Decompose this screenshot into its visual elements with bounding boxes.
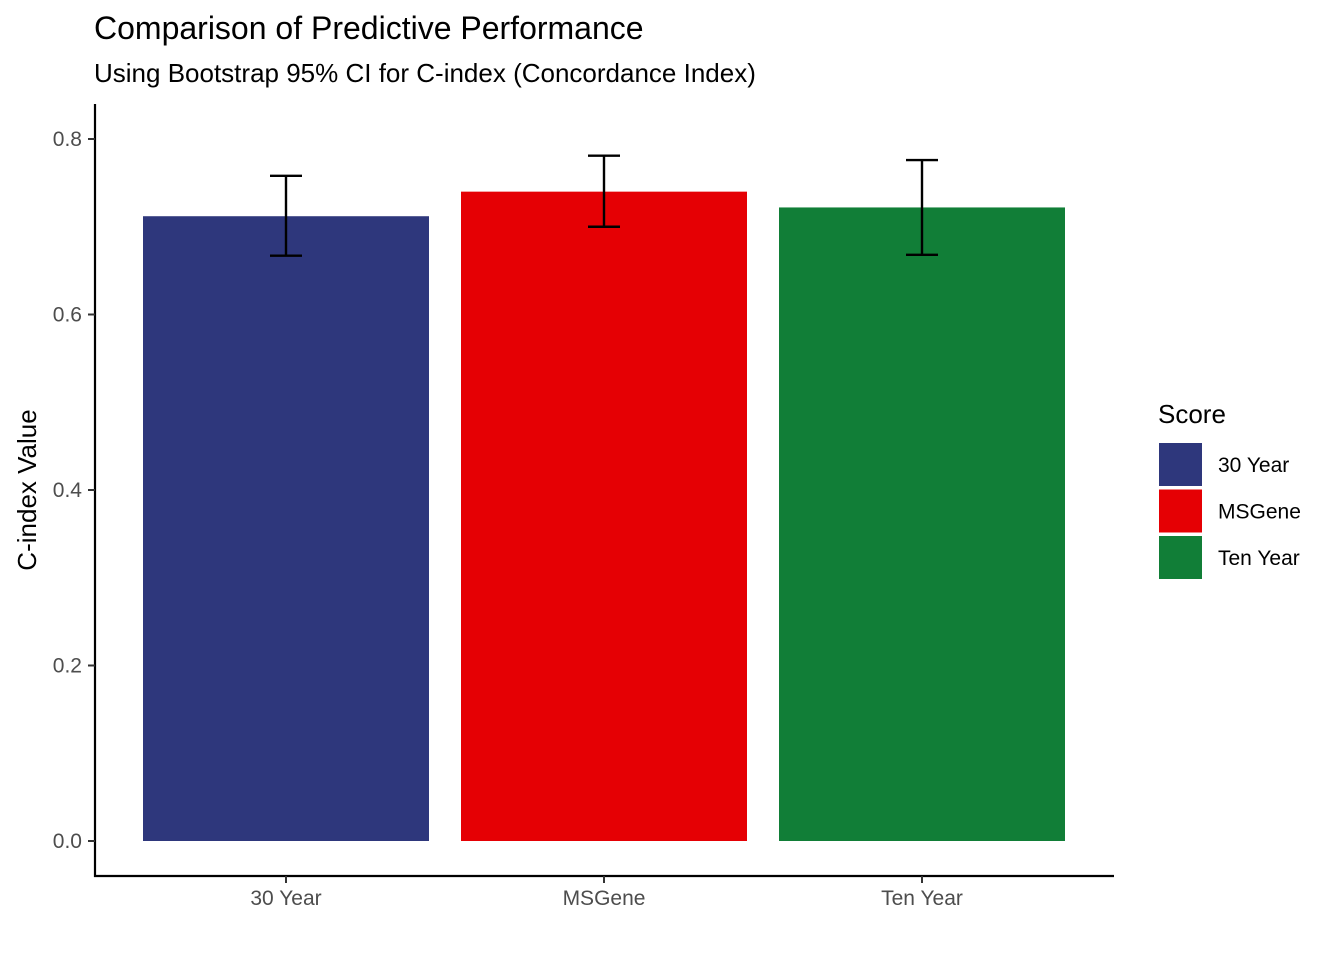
legend-swatch	[1159, 489, 1202, 533]
chart-subtitle: Using Bootstrap 95% CI for C-index (Conc…	[94, 58, 756, 88]
x-tick-label: Ten Year	[881, 887, 963, 910]
legend-swatch	[1159, 536, 1202, 579]
legend-title: Score	[1158, 399, 1226, 429]
bar	[143, 216, 429, 842]
legend-label: MSGene	[1218, 501, 1301, 524]
x-tick-label: 30 Year	[250, 887, 321, 910]
bar	[461, 191, 747, 841]
legend-swatch	[1159, 443, 1202, 486]
y-tick-label: 0.0	[53, 830, 82, 853]
error-bar	[270, 174, 302, 257]
error-bar	[588, 154, 620, 228]
axes: 0.0 0.2 0.4 0.6 0.8 30 Year MSGene Ten Year	[53, 104, 1114, 910]
plot-area	[143, 154, 1065, 842]
x-tick-label: MSGene	[563, 887, 646, 910]
y-axis-title: C-index Value	[12, 409, 42, 570]
chart-title: Comparison of Predictive Performance	[94, 10, 644, 46]
y-tick-label: 0.2	[53, 655, 82, 678]
legend-label: Ten Year	[1218, 547, 1300, 570]
bar	[779, 207, 1065, 841]
legend-label: 30 Year	[1218, 454, 1289, 477]
y-tick-label: 0.6	[53, 304, 82, 327]
y-tick-label: 0.4	[53, 479, 83, 502]
y-tick-label: 0.8	[53, 128, 82, 151]
legend: Score 30 Year MSGene Ten Year	[1158, 399, 1301, 579]
error-bar	[906, 158, 938, 257]
